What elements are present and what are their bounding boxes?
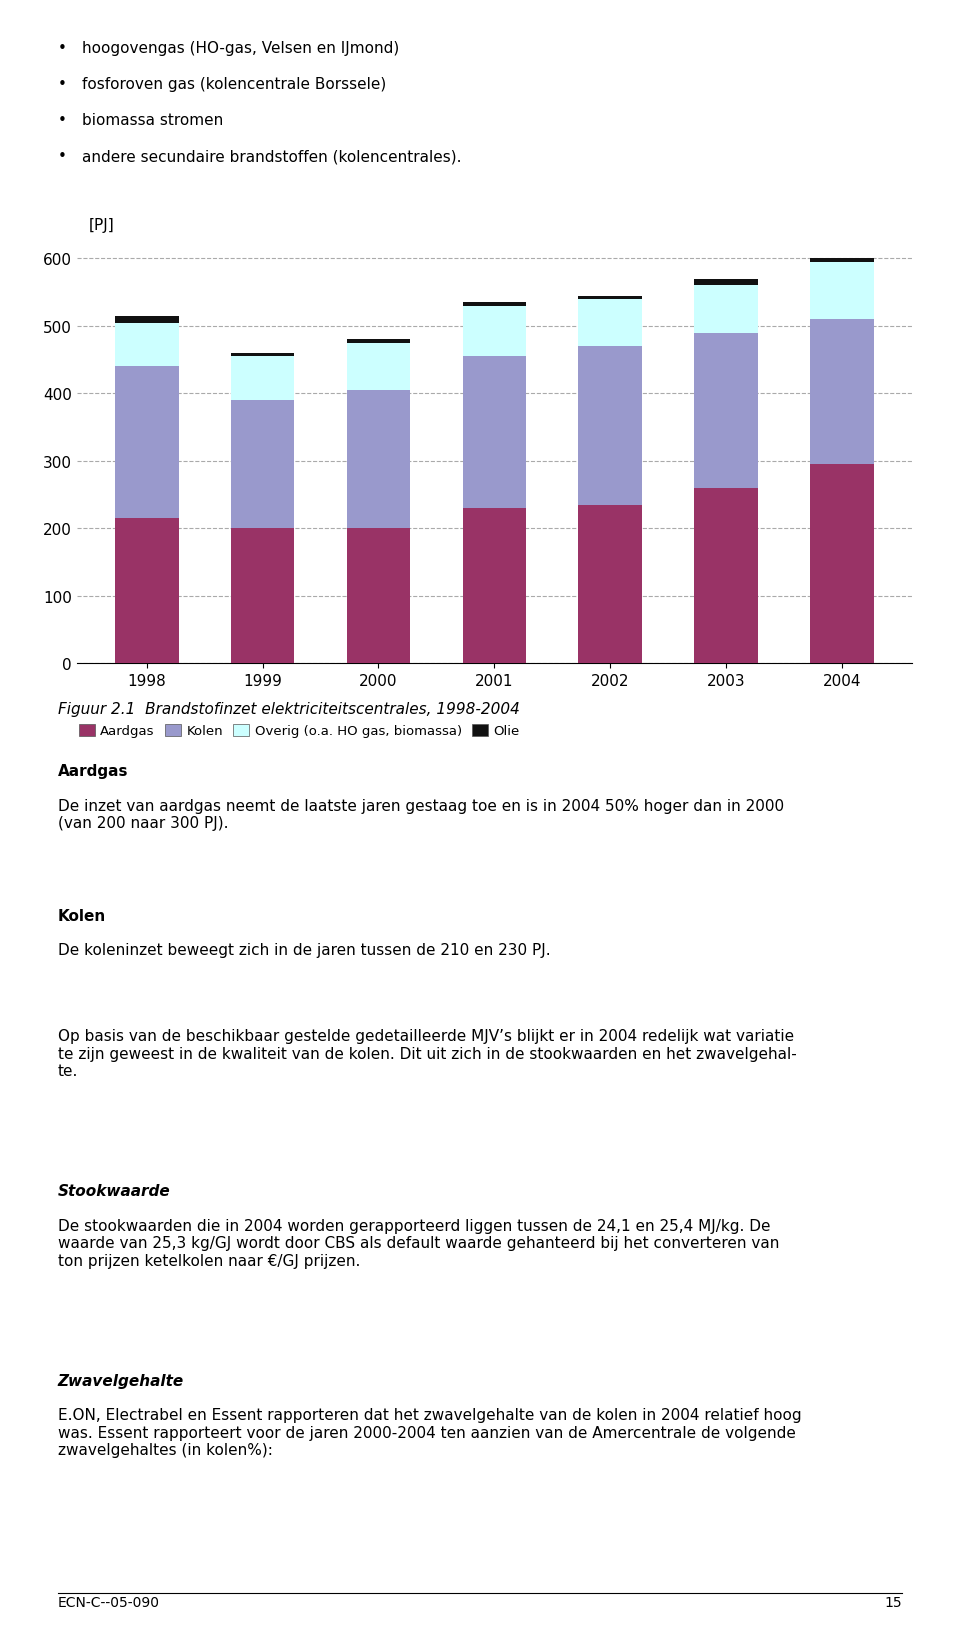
- Text: ECN-C--05-090: ECN-C--05-090: [58, 1595, 159, 1609]
- Bar: [810, 320, 874, 465]
- Text: De koleninzet beweegt zich in de jaren tussen de 210 en 230 PJ.: De koleninzet beweegt zich in de jaren t…: [58, 942, 550, 957]
- Bar: [810, 465, 874, 664]
- Bar: [463, 357, 526, 508]
- Text: Zwavelgehalte: Zwavelgehalte: [58, 1373, 184, 1388]
- Bar: [463, 303, 526, 306]
- Text: Stookwaarde: Stookwaarde: [58, 1183, 170, 1198]
- Bar: [810, 259, 874, 262]
- Text: fosforoven gas (kolencentrale Borssele): fosforoven gas (kolencentrale Borssele): [82, 77, 386, 92]
- Text: •: •: [58, 149, 66, 164]
- Text: •: •: [58, 77, 66, 92]
- Bar: [694, 333, 758, 488]
- Text: biomassa stromen: biomassa stromen: [82, 113, 223, 128]
- Bar: [579, 347, 642, 505]
- Bar: [463, 306, 526, 357]
- Bar: [115, 323, 179, 367]
- Text: [PJ]: [PJ]: [88, 218, 114, 233]
- Text: E.ON, Electrabel en Essent rapporteren dat het zwavelgehalte van de kolen in 200: E.ON, Electrabel en Essent rapporteren d…: [58, 1408, 802, 1457]
- Bar: [810, 262, 874, 320]
- Text: Kolen: Kolen: [58, 908, 106, 923]
- Bar: [694, 287, 758, 333]
- Text: andere secundaire brandstoffen (kolencentrales).: andere secundaire brandstoffen (kolencen…: [82, 149, 461, 164]
- Bar: [694, 488, 758, 664]
- Text: De stookwaarden die in 2004 worden gerapporteerd liggen tussen de 24,1 en 25,4 M: De stookwaarden die in 2004 worden gerap…: [58, 1218, 779, 1269]
- Bar: [230, 357, 295, 402]
- Legend: Aardgas, Kolen, Overig (o.a. HO gas, biomassa), Olie: Aardgas, Kolen, Overig (o.a. HO gas, bio…: [75, 721, 523, 742]
- Text: De inzet van aardgas neemt de laatste jaren gestaag toe en is in 2004 50% hoger : De inzet van aardgas neemt de laatste ja…: [58, 798, 783, 831]
- Text: Aardgas: Aardgas: [58, 764, 128, 779]
- Bar: [230, 402, 295, 529]
- Bar: [347, 390, 410, 529]
- Bar: [347, 529, 410, 664]
- Bar: [694, 280, 758, 287]
- Bar: [579, 505, 642, 664]
- Text: Op basis van de beschikbaar gestelde gedetailleerde MJV’s blijkt er in 2004 rede: Op basis van de beschikbaar gestelde ged…: [58, 1029, 797, 1078]
- Bar: [115, 316, 179, 323]
- Bar: [347, 344, 410, 390]
- Bar: [230, 354, 295, 357]
- Bar: [347, 341, 410, 344]
- Bar: [115, 520, 179, 664]
- Text: Figuur 2.1  Brandstofinzet elektriciteitscentrales, 1998-2004: Figuur 2.1 Brandstofinzet elektriciteits…: [58, 701, 519, 716]
- Bar: [463, 508, 526, 664]
- Text: hoogovengas (HO-gas, Velsen en IJmond): hoogovengas (HO-gas, Velsen en IJmond): [82, 41, 398, 56]
- Bar: [230, 529, 295, 664]
- Bar: [579, 300, 642, 347]
- Text: 15: 15: [885, 1595, 902, 1609]
- Bar: [115, 367, 179, 520]
- Text: •: •: [58, 41, 66, 56]
- Bar: [579, 297, 642, 300]
- Text: •: •: [58, 113, 66, 128]
